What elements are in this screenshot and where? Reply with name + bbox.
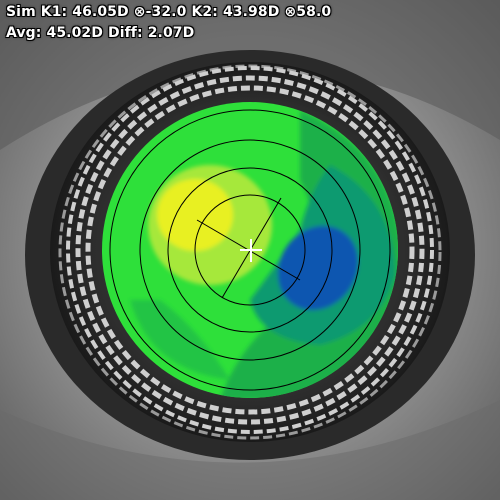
diff-value: 2.07D <box>147 25 195 41</box>
lower-eyelid <box>0 400 500 500</box>
sim-k-readout: Sim K1: 46.05D ⊗-32.0 K2: 43.98D ⊗58.0 <box>6 4 336 20</box>
k2-axis: ⊗58.0 <box>284 4 332 20</box>
reference-rings <box>109 109 391 391</box>
placido-rings <box>58 64 442 440</box>
k2-value: 43.98D <box>222 4 280 20</box>
upper-eyelid <box>0 0 500 150</box>
k2-label: K2: <box>191 4 218 20</box>
sim-k1-value: 46.05D <box>72 4 129 20</box>
diff-label: Diff: <box>108 25 143 41</box>
avg-diff-readout: Avg: 45.02D Diff: 2.07D <box>6 25 199 41</box>
avg-value: 45.02D <box>46 25 103 41</box>
crosshair-icon <box>240 239 262 262</box>
sim-k1-label: Sim K1: <box>6 4 68 20</box>
sim-k1-axis: ⊗-32.0 <box>133 4 187 20</box>
avg-label: Avg: <box>6 25 42 41</box>
